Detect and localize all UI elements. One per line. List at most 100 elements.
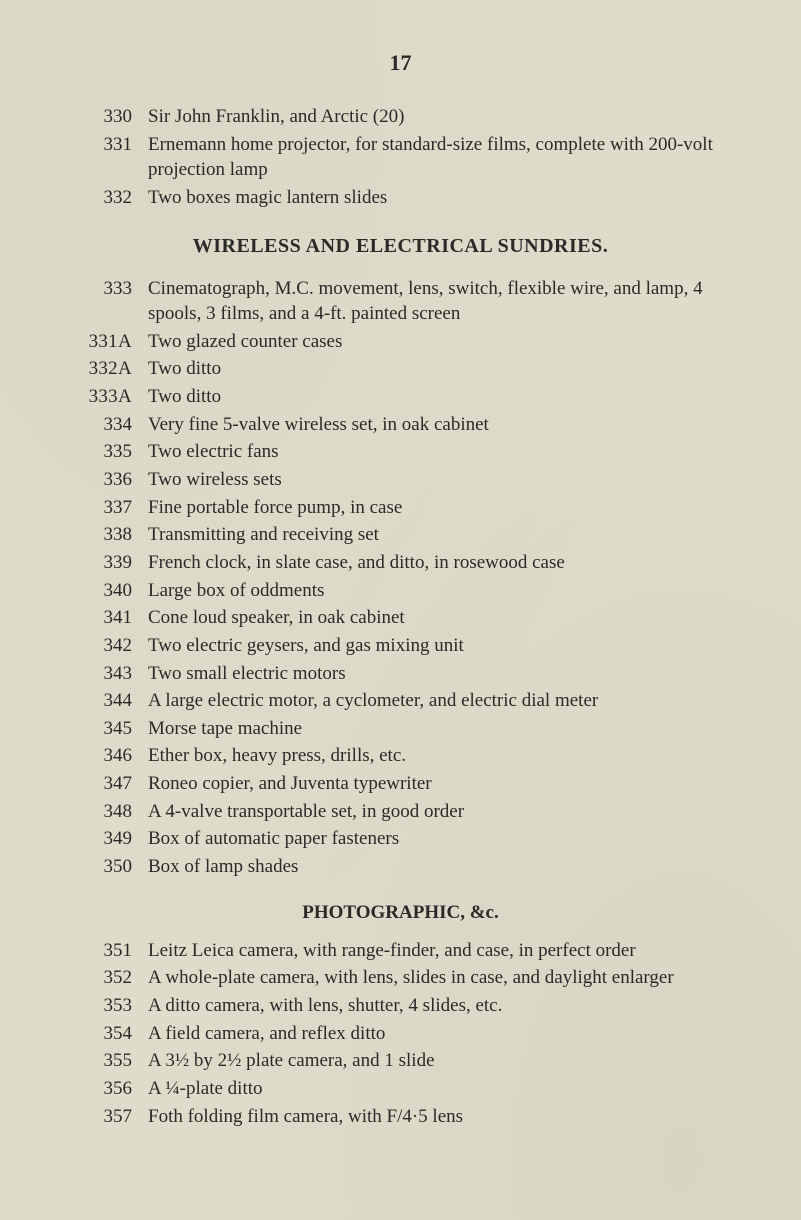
- lot-description: Foth folding film camera, with F/4·5 len…: [148, 1104, 741, 1130]
- lot-description: Two boxes magic lantern slides: [148, 185, 741, 211]
- lot-description: Two small electric motors: [148, 661, 741, 687]
- lot-description: Box of lamp shades: [148, 854, 741, 880]
- lot-description: Large box of oddments: [148, 578, 741, 604]
- lot-number: 333: [60, 276, 148, 302]
- lot-description: Two electric geysers, and gas mixing uni…: [148, 633, 741, 659]
- lot-number: 353: [60, 993, 148, 1019]
- lot-entry: 355 A 3½ by 2½ plate camera, and 1 slide: [60, 1048, 741, 1074]
- section-top: 330 Sir John Franklin, and Arctic (20) 3…: [60, 104, 741, 211]
- lot-entry: 339 French clock, in slate case, and dit…: [60, 550, 741, 576]
- lot-entry: 351 Leitz Leica camera, with range-finde…: [60, 938, 741, 964]
- lot-number: 347: [60, 771, 148, 797]
- lot-entry: 334 Very fine 5-valve wireless set, in o…: [60, 412, 741, 438]
- lot-number: 335: [60, 439, 148, 465]
- lot-entry: 332 Two boxes magic lantern slides: [60, 185, 741, 211]
- lot-entry: 335 Two electric fans: [60, 439, 741, 465]
- lot-entry: 344 A large electric motor, a cyclometer…: [60, 688, 741, 714]
- lot-entry: 349 Box of automatic paper fasteners: [60, 826, 741, 852]
- lot-number: 346: [60, 743, 148, 769]
- lot-description: A whole-plate camera, with lens, slides …: [148, 965, 741, 991]
- lot-number: 343: [60, 661, 148, 687]
- lot-description: Two glazed counter cases: [148, 329, 741, 355]
- lot-number: 331A: [60, 329, 148, 355]
- lot-entry: 341 Cone loud speaker, in oak cabinet: [60, 605, 741, 631]
- lot-entry: 356 A ¼-plate ditto: [60, 1076, 741, 1102]
- lot-description: French clock, in slate case, and ditto, …: [148, 550, 741, 576]
- lot-number: 356: [60, 1076, 148, 1102]
- lot-number: 345: [60, 716, 148, 742]
- lot-description: Two ditto: [148, 356, 741, 382]
- lot-description: Two ditto: [148, 384, 741, 410]
- lot-description: Transmitting and receiving set: [148, 522, 741, 548]
- lot-number: 355: [60, 1048, 148, 1074]
- lot-description: A 4-valve transportable set, in good ord…: [148, 799, 741, 825]
- lot-description: Sir John Franklin, and Arctic (20): [148, 104, 741, 130]
- lot-description: Leitz Leica camera, with range-finder, a…: [148, 938, 741, 964]
- lot-number: 331: [60, 132, 148, 158]
- section-wireless: 333 Cinematograph, M.C. movement, lens, …: [60, 276, 741, 880]
- lot-entry: 353 A ditto camera, with lens, shutter, …: [60, 993, 741, 1019]
- lot-description: Fine portable force pump, in case: [148, 495, 741, 521]
- lot-number: 333A: [60, 384, 148, 410]
- lot-entry: 331 Ernemann home projector, for standar…: [60, 132, 741, 183]
- lot-description: Two wireless sets: [148, 467, 741, 493]
- lot-entry: 333A Two ditto: [60, 384, 741, 410]
- lot-description: Cone loud speaker, in oak cabinet: [148, 605, 741, 631]
- lot-number: 336: [60, 467, 148, 493]
- lot-entry: 337 Fine portable force pump, in case: [60, 495, 741, 521]
- lot-description: Ernemann home projector, for standard-si…: [148, 132, 741, 183]
- lot-number: 348: [60, 799, 148, 825]
- lot-description: Morse tape machine: [148, 716, 741, 742]
- lot-number: 344: [60, 688, 148, 714]
- page-number: 17: [60, 50, 741, 76]
- lot-description: A field camera, and reflex ditto: [148, 1021, 741, 1047]
- lot-number: 352: [60, 965, 148, 991]
- lot-entry: 336 Two wireless sets: [60, 467, 741, 493]
- lot-number: 332: [60, 185, 148, 211]
- lot-entry: 333 Cinematograph, M.C. movement, lens, …: [60, 276, 741, 327]
- lot-number: 357: [60, 1104, 148, 1130]
- lot-entry: 346 Ether box, heavy press, drills, etc.: [60, 743, 741, 769]
- lot-number: 339: [60, 550, 148, 576]
- lot-description: Ether box, heavy press, drills, etc.: [148, 743, 741, 769]
- lot-entry: 338 Transmitting and receiving set: [60, 522, 741, 548]
- lot-number: 338: [60, 522, 148, 548]
- lot-entry: 354 A field camera, and reflex ditto: [60, 1021, 741, 1047]
- section-heading-wireless: WIRELESS AND ELECTRICAL SUNDRIES.: [60, 235, 741, 258]
- lot-description: A ¼-plate ditto: [148, 1076, 741, 1102]
- lot-number: 351: [60, 938, 148, 964]
- lot-entry: 332A Two ditto: [60, 356, 741, 382]
- lot-description: A 3½ by 2½ plate camera, and 1 slide: [148, 1048, 741, 1074]
- lot-number: 337: [60, 495, 148, 521]
- lot-entry: 350 Box of lamp shades: [60, 854, 741, 880]
- lot-entry: 357 Foth folding film camera, with F/4·5…: [60, 1104, 741, 1130]
- lot-entry: 352 A whole-plate camera, with lens, sli…: [60, 965, 741, 991]
- lot-entry: 342 Two electric geysers, and gas mixing…: [60, 633, 741, 659]
- lot-number: 350: [60, 854, 148, 880]
- lot-description: Cinematograph, M.C. movement, lens, swit…: [148, 276, 741, 327]
- lot-description: Box of automatic paper fasteners: [148, 826, 741, 852]
- lot-number: 332A: [60, 356, 148, 382]
- scanned-page: 17 330 Sir John Franklin, and Arctic (20…: [0, 0, 801, 1220]
- lot-number: 354: [60, 1021, 148, 1047]
- lot-entry: 343 Two small electric motors: [60, 661, 741, 687]
- lot-number: 330: [60, 104, 148, 130]
- lot-entry: 330 Sir John Franklin, and Arctic (20): [60, 104, 741, 130]
- lot-entry: 348 A 4-valve transportable set, in good…: [60, 799, 741, 825]
- lot-number: 341: [60, 605, 148, 631]
- lot-description: A large electric motor, a cyclometer, an…: [148, 688, 741, 714]
- lot-number: 349: [60, 826, 148, 852]
- lot-description: Very fine 5-valve wireless set, in oak c…: [148, 412, 741, 438]
- lot-number: 334: [60, 412, 148, 438]
- lot-entry: 345 Morse tape machine: [60, 716, 741, 742]
- lot-number: 342: [60, 633, 148, 659]
- lot-entry: 340 Large box of oddments: [60, 578, 741, 604]
- section-heading-photographic: PHOTOGRAPHIC, &c.: [60, 902, 741, 924]
- lot-entry: 347 Roneo copier, and Juventa typewriter: [60, 771, 741, 797]
- lot-description: Two electric fans: [148, 439, 741, 465]
- section-photographic: 351 Leitz Leica camera, with range-finde…: [60, 938, 741, 1129]
- lot-description: A ditto camera, with lens, shutter, 4 sl…: [148, 993, 741, 1019]
- lot-description: Roneo copier, and Juventa typewriter: [148, 771, 741, 797]
- lot-entry: 331A Two glazed counter cases: [60, 329, 741, 355]
- lot-number: 340: [60, 578, 148, 604]
